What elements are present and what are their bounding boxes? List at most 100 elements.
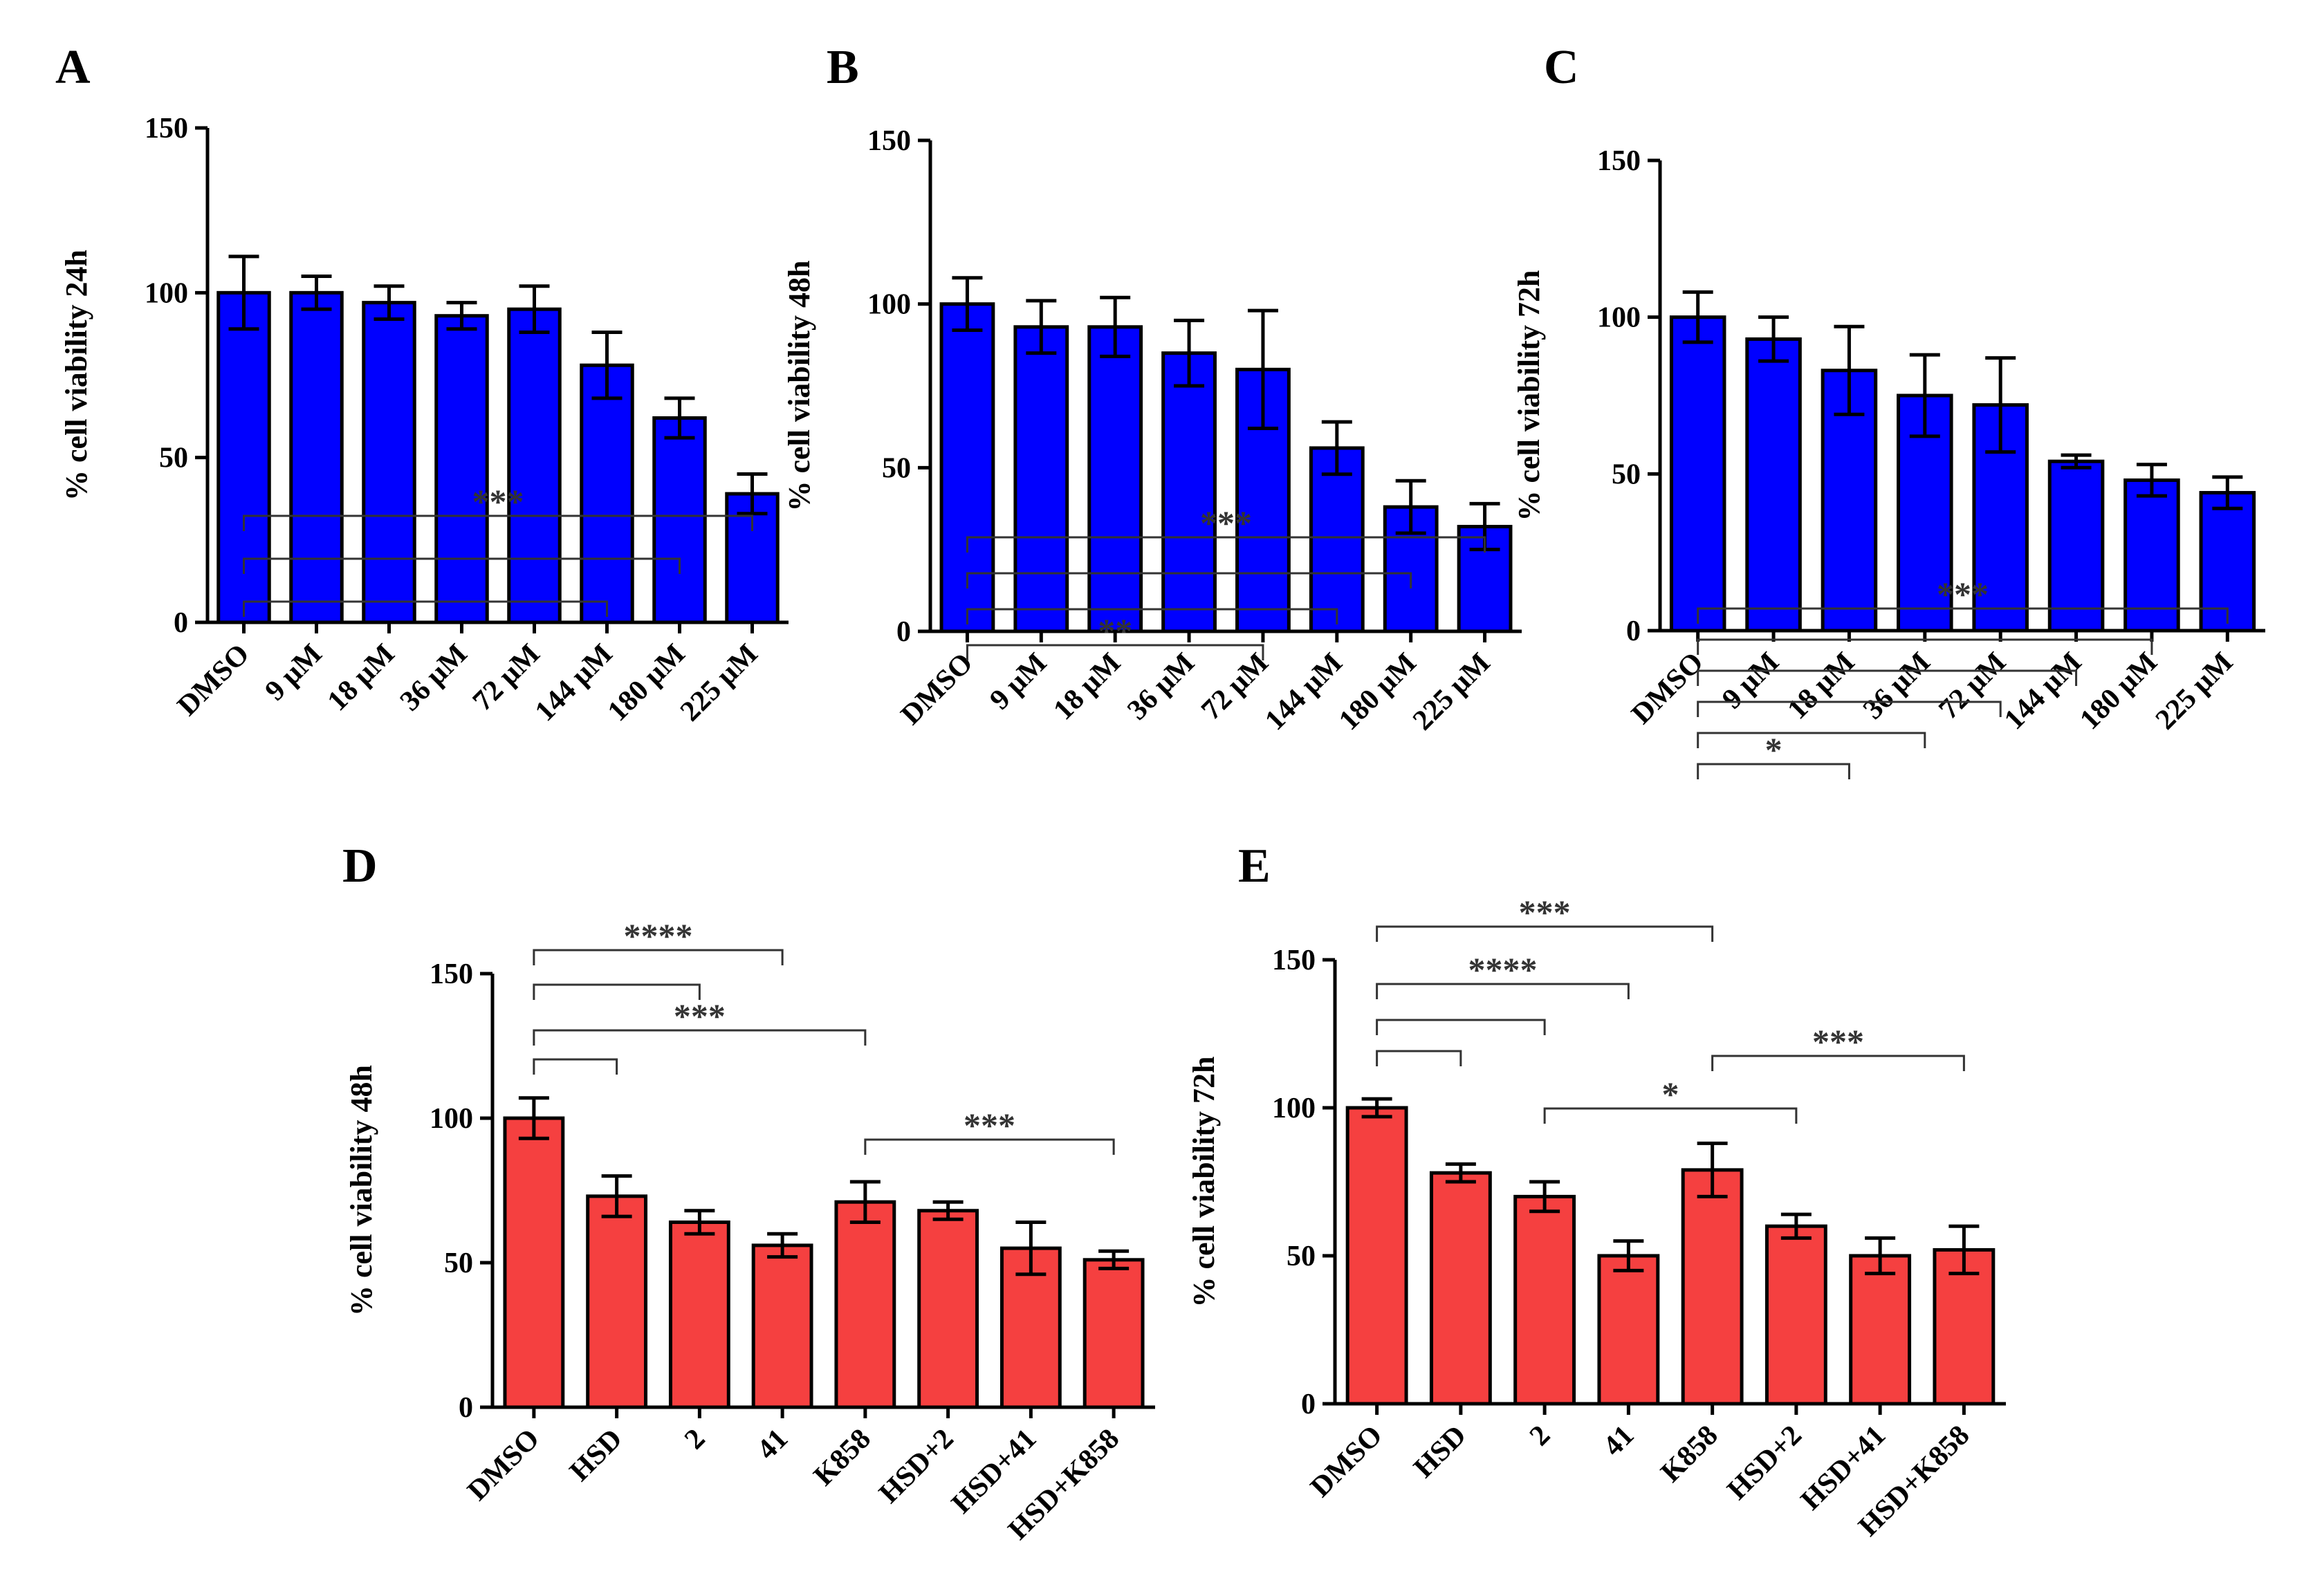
x-tick-label: DMSO — [1305, 1420, 1389, 1504]
error-bar — [1758, 315, 1789, 363]
x-tick-label: 36 µM — [1121, 647, 1201, 727]
error-bar — [1395, 479, 1426, 535]
panel-label: B — [827, 41, 859, 94]
error-bar — [1682, 290, 1713, 344]
bar — [1429, 1171, 1492, 1406]
x-tick-label: 36 µM — [394, 638, 474, 718]
bar — [1597, 1254, 1660, 1406]
x-tick-label: 225 µM — [674, 638, 764, 728]
error-bar — [684, 1209, 715, 1236]
y-tick-label: 100 — [145, 277, 188, 309]
error-bar — [1780, 1212, 1812, 1240]
significance-bracket — [1697, 763, 1850, 779]
x-tick-label: 144 µM — [1998, 647, 2088, 736]
y-tick-label: 100 — [1272, 1093, 1316, 1124]
significance-bracket — [243, 600, 608, 617]
error-bar — [932, 1200, 964, 1221]
bar — [1161, 351, 1217, 633]
significance-label: **** — [1468, 950, 1538, 989]
y-tick-label: 100 — [1597, 302, 1641, 334]
bar — [507, 307, 562, 624]
bar — [1013, 325, 1069, 633]
significance-label: *** — [1200, 503, 1252, 542]
x-tick-label: 144 µM — [529, 638, 619, 728]
x-tick-label: 144 µM — [1259, 647, 1349, 737]
significance-bracket — [533, 1029, 867, 1046]
y-tick-label: 50 — [1287, 1241, 1316, 1272]
error-bar — [1247, 308, 1278, 431]
panel-label: A — [55, 41, 91, 94]
panel-label: E — [1238, 839, 1271, 893]
error-bar — [1100, 295, 1131, 358]
significance-label: *** — [472, 482, 524, 521]
significance-bracket — [864, 1138, 1115, 1155]
x-tick-label: 41 — [751, 1423, 794, 1466]
y-tick-label: 0 — [896, 616, 911, 648]
bar — [1309, 446, 1365, 633]
significance-bracket — [1697, 607, 2229, 624]
x-tick-label: DMSO — [172, 638, 256, 723]
error-bar — [519, 284, 550, 335]
bar — [1082, 1258, 1145, 1409]
significance-bracket — [243, 514, 753, 531]
y-tick-label: 0 — [1301, 1389, 1316, 1420]
x-tick-label: DMSO — [1625, 647, 1710, 731]
y-tick-label: 150 — [145, 113, 188, 145]
significance-label: ** — [1098, 611, 1132, 650]
error-bar — [1098, 1249, 1130, 1270]
x-tick-label: 41 — [1597, 1420, 1640, 1463]
error-bar — [591, 331, 623, 400]
significance-bracket — [533, 983, 701, 1000]
error-bar — [1321, 420, 1352, 476]
panel-label: D — [342, 839, 378, 893]
error-bar — [1834, 324, 1865, 416]
y-tick-label: 150 — [1597, 145, 1641, 177]
error-bar — [1697, 1141, 1728, 1198]
x-tick-label: 180 µM — [602, 638, 692, 728]
bar — [652, 416, 707, 624]
x-tick-label: K858 — [808, 1423, 877, 1492]
bar — [434, 314, 489, 624]
error-bar — [737, 472, 768, 516]
error-bar — [446, 301, 477, 331]
significance-label: * — [1765, 730, 1782, 769]
error-bar — [2212, 475, 2243, 510]
significance-bracket — [1697, 732, 1926, 748]
y-axis-title: % cell viability 48h — [344, 1065, 378, 1316]
error-bar — [1015, 1220, 1047, 1277]
error-bar — [601, 1174, 632, 1218]
error-bar — [2061, 453, 2092, 470]
significance-label: *** — [1937, 575, 1989, 613]
x-tick-label: K858 — [1655, 1420, 1724, 1489]
bar — [503, 1116, 565, 1409]
bar — [586, 1194, 648, 1409]
error-bar — [374, 284, 405, 321]
bar — [580, 363, 634, 624]
x-tick-label: HSD — [564, 1423, 629, 1488]
bar — [1345, 1106, 1408, 1406]
error-bar — [1361, 1097, 1392, 1119]
significance-bracket — [1697, 669, 2078, 686]
error-bar — [952, 276, 983, 333]
bar — [362, 301, 416, 624]
error-bar — [228, 254, 259, 331]
x-tick-label: 36 µM — [1857, 647, 1937, 726]
significance-bracket — [1543, 1107, 1798, 1124]
significance-bracket — [966, 536, 1486, 553]
y-tick-label: 0 — [174, 607, 188, 639]
y-axis-title: % cell viability 48h — [782, 261, 816, 512]
bar — [1513, 1194, 1576, 1406]
y-tick-label: 50 — [882, 452, 911, 484]
x-tick-label: 180 µM — [1333, 647, 1423, 737]
x-tick-label: 18 µM — [322, 638, 401, 718]
x-tick-label: DMSO — [461, 1423, 546, 1507]
bar — [751, 1243, 813, 1409]
x-tick-label: 18 µM — [1782, 647, 1861, 726]
y-axis-title: % cell viability 72h — [1512, 270, 1546, 521]
significance-bracket — [1376, 983, 1630, 999]
significance-bracket — [1697, 638, 2153, 655]
bar — [1087, 325, 1143, 633]
